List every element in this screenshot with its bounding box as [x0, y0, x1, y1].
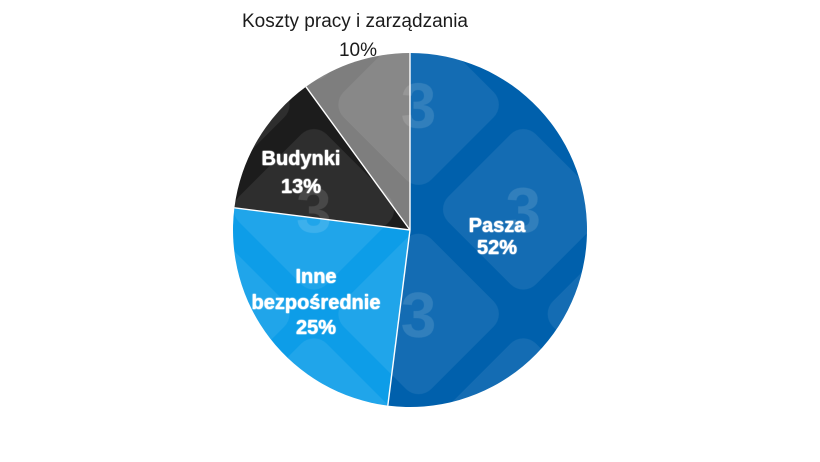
svg-text:Pasza: Pasza [469, 215, 527, 237]
svg-text:13%: 13% [281, 176, 321, 198]
svg-text:Inne: Inne [295, 266, 336, 288]
svg-text:bezpośrednie: bezpośrednie [252, 292, 381, 314]
svg-text:10%: 10% [339, 40, 377, 61]
svg-text:Budynki: Budynki [262, 148, 341, 170]
svg-text:52%: 52% [477, 237, 517, 259]
svg-text:25%: 25% [296, 317, 336, 339]
